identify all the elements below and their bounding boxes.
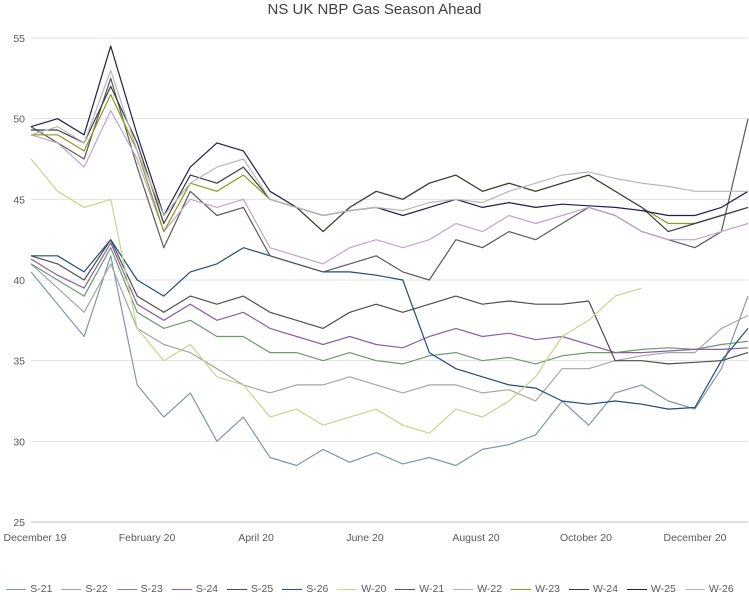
legend-label: W-20 [361,583,387,595]
legend-item: S-22 [61,583,108,595]
y-tick-label: 55 [13,33,25,45]
legend-label: S-22 [85,583,108,595]
legend-swatch [569,588,590,590]
legend-swatch [453,588,474,590]
x-axis-ticks: December 19 February 20 April 20 June 20 Aug… [3,532,726,544]
legend-swatch [511,588,532,590]
series-line-w-22 [30,109,749,265]
series-line-s-25 [30,239,749,365]
legend-item: W-24 [569,583,618,595]
legend-swatch [116,588,137,590]
legend-label: W-23 [535,583,561,595]
series-line-w-26 [30,69,748,217]
series-line-s-21 [30,255,749,467]
legend-label: W-21 [419,583,445,595]
legend-swatch [6,588,27,590]
series-lines [30,45,749,467]
series-line-w-21 [30,77,749,281]
y-tick-label: 25 [13,517,25,529]
legend-item: S-23 [116,583,163,595]
y-axis-ticks: 25 30 35 40 45 50 55 [13,33,25,529]
x-tick-label: December 20 [663,532,726,544]
legend-swatch [684,588,705,590]
legend-label: W-25 [650,583,676,595]
legend-item: S-25 [227,583,273,595]
legend-swatch [227,588,248,590]
legend-item: W-23 [511,583,560,595]
legend-item: S-24 [171,583,219,595]
legend-label: W-26 [708,583,734,595]
x-tick-label: December 19 [3,532,66,544]
legend-label: S-25 [251,583,274,595]
legend-label: W-22 [477,583,503,595]
x-tick-label: April 20 [238,532,274,544]
legend-swatch [282,588,303,590]
x-tick-label: February 20 [119,532,176,544]
legend-item: S-26 [282,583,328,595]
y-tick-label: 30 [13,436,25,448]
series-line-w-25 [30,45,749,217]
legend-item: W-20 [337,583,386,595]
legend-swatch [626,588,647,590]
legend-label: S-23 [140,583,163,595]
x-tick-label: October 20 [560,532,612,544]
legend-label: W-24 [593,583,618,595]
legend-item: W-25 [626,583,676,595]
series-line-s-26 [31,239,749,410]
legend-item: W-26 [684,583,734,595]
legend-item: W-22 [453,583,502,595]
gridlines [31,37,748,523]
x-tick-label: June 20 [346,532,384,544]
series-line-w-20 [30,158,642,434]
y-tick-label: 40 [13,275,25,287]
legend-swatch [61,588,82,590]
y-tick-label: 35 [13,356,25,368]
legend-label: S-21 [30,583,53,595]
y-tick-label: 50 [13,114,25,126]
series-line-s-24 [30,242,749,354]
legend: S-21 S-22 S-23 S-24 S-25 S-26 W-20 W-21 W-22 W-23… [0,583,749,595]
legend-item: W-21 [395,583,444,595]
legend-label: S-26 [306,583,329,595]
series-line-s-22 [30,263,749,402]
legend-swatch [337,588,358,590]
chart-title: NS UK NBP Gas Season Ahead [267,1,482,18]
legend-label: S-24 [195,583,219,595]
series-line-s-23 [30,247,749,365]
legend-swatch [395,588,416,590]
x-tick-label: August 20 [452,532,499,544]
legend-item: S-21 [6,583,52,595]
y-tick-label: 45 [13,194,25,206]
series-line-w-24 [31,85,749,233]
legend-swatch [171,588,192,590]
